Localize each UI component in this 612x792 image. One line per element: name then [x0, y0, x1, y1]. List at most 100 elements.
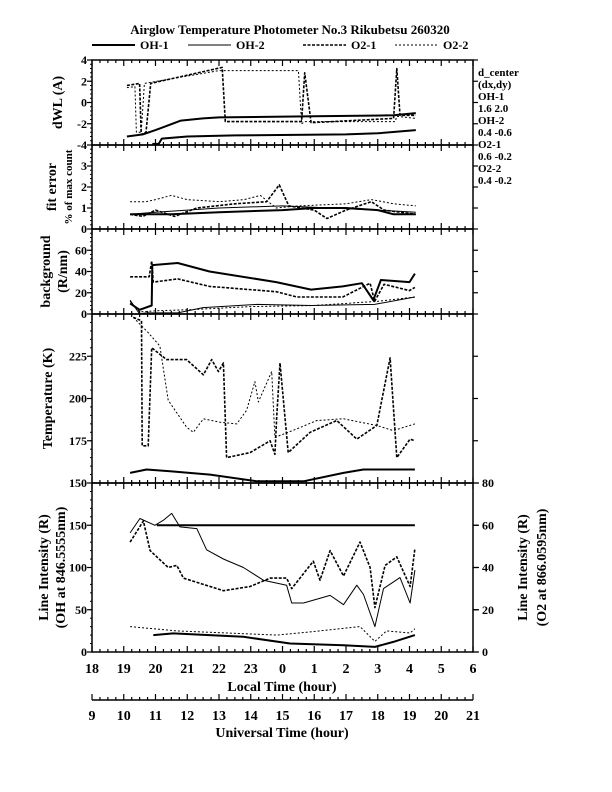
right-note: d_center [478, 67, 519, 79]
y-tick-label: 2 [81, 74, 87, 88]
series-line-o2-1 [129, 520, 416, 609]
panel-frame [91, 144, 474, 230]
legend-label: O2-2 [443, 38, 468, 52]
y-axis-label: Temperature (K) [41, 347, 56, 449]
series-line-oh-1 [129, 468, 415, 483]
series-line-o2-1 [126, 66, 416, 136]
series-line-o2-1 [130, 260, 416, 303]
right-y-tick-label: 60 [482, 518, 494, 532]
y-axis-label: fit error [45, 163, 60, 211]
y-tick-label: 150 [69, 518, 87, 532]
series-line-o2-2 [126, 70, 416, 133]
y-tick-label: 0 [81, 307, 87, 321]
panel-dwl: -4 -2 0 2 4 dWL (A) [51, 53, 478, 152]
ut-tick-label: 10 [117, 709, 131, 724]
y-tick-label: 2 [81, 180, 87, 194]
y-tick-label: 4 [81, 53, 87, 67]
local-time-tick-label: 3 [374, 662, 381, 677]
local-time-tick-label: 0 [279, 662, 286, 677]
panel-frame [91, 228, 474, 315]
series-line-oh-2 [152, 129, 416, 145]
y-tick-label: 200 [69, 392, 87, 406]
series-line-o2-2 [129, 296, 415, 313]
local-time-tick-label: 1 [311, 662, 318, 677]
y-tick-label: 60 [75, 243, 87, 257]
right-y-axis-label: Line Intensity (R) [516, 514, 531, 621]
y-tick-label: -4 [77, 138, 87, 152]
local-time-tick-label: 5 [438, 662, 445, 677]
series-line-o2-1 [129, 184, 416, 220]
right-note: O2-1 [478, 139, 501, 151]
y-axis-label: % of max count [63, 149, 75, 224]
series-line-o2-2 [132, 317, 416, 438]
legend-label: O2-1 [351, 38, 376, 52]
right-y-tick-label: 40 [482, 561, 494, 575]
y-axis-label: (OH at 846.5555nm) [54, 506, 69, 628]
ut-tick-label: 18 [371, 709, 385, 724]
local-time-tick-label: 2 [343, 662, 350, 677]
series-line-oh-2 [130, 205, 416, 215]
ut-tick-label: 15 [276, 709, 290, 724]
ut-tick-label: 11 [149, 709, 162, 724]
ut-tick-label: 13 [212, 709, 226, 724]
local-time-axis-label: Local Time (hour) [227, 680, 336, 695]
right-note: 0.6 -0.2 [478, 151, 512, 163]
legend: OH-1 OH-2 O2-1 O2-2 [92, 38, 468, 52]
local-time-tick-label: 21 [180, 662, 194, 677]
y-axis-label: Line Intensity (R) [37, 514, 52, 621]
local-time-tick-label: 23 [244, 662, 258, 677]
legend-label: OH-2 [236, 38, 265, 52]
panel-bg: 0 20 40 60 background (R/nm) [39, 228, 478, 321]
right-note: O2-2 [478, 163, 502, 175]
series-line-o2-2 [130, 194, 416, 209]
series-line-oh-1 [129, 262, 416, 311]
right-note: 1.6 2.0 [478, 103, 509, 115]
y-axis-label: (R/nm) [56, 250, 71, 293]
y-axis-label: background [39, 235, 54, 307]
ut-tick-label: 19 [403, 709, 417, 724]
right-note: OH-1 [478, 91, 504, 103]
y-tick-label: 175 [69, 434, 87, 448]
right-notes: d_center(dx,dy)OH-11.6 2.0OH-20.4 -0.6O2… [478, 67, 519, 187]
right-note: OH-2 [478, 115, 505, 127]
local-time-tick-label: 19 [117, 662, 131, 677]
right-note: 0.4 -0.6 [478, 127, 512, 139]
y-tick-label: 3 [81, 159, 87, 173]
right-y-tick-label: 0 [482, 645, 488, 659]
panel-temp: 150 175 200 225 Temperature (K) [41, 313, 478, 490]
y-tick-label: 1 [81, 201, 87, 215]
y-tick-label: 0 [81, 222, 87, 236]
y-tick-label: 0 [81, 96, 87, 110]
right-y-axis-label: (O2 at 866.0595nm) [535, 508, 550, 626]
series-line-oh-1 [126, 112, 416, 138]
ut-tick-label: 16 [307, 709, 321, 724]
ut-tick-label: 17 [339, 709, 353, 724]
y-tick-label: 50 [75, 603, 87, 617]
chart-title: Airglow Temperature Photometer No.3 Riku… [130, 22, 449, 37]
series-line-oh-1 [130, 207, 416, 216]
y-tick-label: 225 [69, 349, 87, 363]
series-line-oh-2 [153, 632, 416, 648]
ut-tick-label: 12 [180, 709, 194, 724]
y-tick-label: 20 [75, 286, 87, 300]
y-tick-label: 40 [75, 265, 87, 279]
ut-tick-label: 21 [466, 709, 480, 724]
right-y-tick-label: 20 [482, 603, 494, 617]
y-tick-label: -2 [77, 117, 87, 131]
right-y-tick-label: 80 [482, 476, 494, 490]
panel-frame [91, 482, 474, 653]
panel-fit: 0 1 2 3 fit error% of max count [45, 144, 478, 236]
right-note: (dx,dy) [478, 79, 512, 91]
local-time-tick-label: 18 [85, 662, 99, 677]
ut-axis-label: Universal Time (hour) [215, 726, 349, 741]
local-time-tick-label: 6 [470, 662, 477, 677]
y-tick-label: 150 [69, 476, 87, 490]
series-line-o2-1 [132, 316, 416, 459]
local-time-tick-label: 4 [406, 662, 413, 677]
ut-tick-label: 20 [434, 709, 448, 724]
panels: -4 -2 0 2 4 dWL (A) 0 1 2 3 fit error% of max coun… [37, 53, 550, 659]
